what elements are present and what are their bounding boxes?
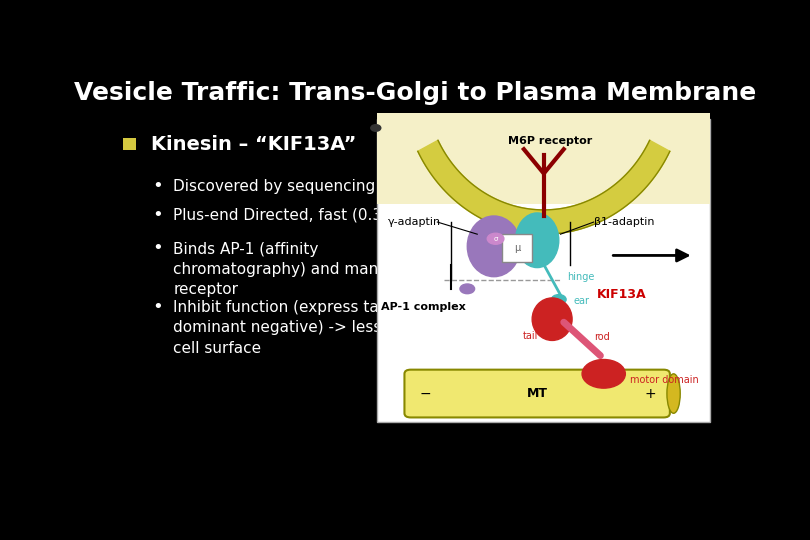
Circle shape [488, 233, 504, 244]
Text: •: • [152, 298, 163, 316]
Text: Inhibit function (express tail as
dominant negative) -> less M6PR at
cell surfac: Inhibit function (express tail as domina… [173, 300, 450, 355]
Ellipse shape [532, 298, 572, 340]
FancyBboxPatch shape [502, 234, 532, 262]
FancyBboxPatch shape [123, 138, 136, 150]
Text: Kinesin – “KIF13A”: Kinesin – “KIF13A” [151, 135, 357, 154]
Text: KIF13A: KIF13A [597, 288, 646, 301]
Text: MT: MT [526, 387, 548, 400]
Circle shape [371, 125, 381, 131]
Text: Plus-end Directed, fast (0.3 μm/s): Plus-end Directed, fast (0.3 μm/s) [173, 208, 431, 223]
Text: •: • [152, 206, 163, 224]
Text: β1-adaptin: β1-adaptin [594, 217, 654, 227]
Circle shape [552, 295, 566, 305]
Text: Discovered by sequencing: Discovered by sequencing [173, 179, 376, 194]
Text: M6P receptor: M6P receptor [509, 136, 593, 146]
Text: −: − [420, 387, 432, 401]
Text: hinge: hinge [567, 272, 595, 282]
Polygon shape [418, 140, 670, 234]
Ellipse shape [467, 216, 521, 276]
Text: μ: μ [514, 243, 520, 253]
FancyBboxPatch shape [404, 370, 670, 417]
Text: •: • [152, 177, 163, 195]
Text: ear: ear [573, 296, 590, 306]
FancyBboxPatch shape [377, 119, 710, 422]
Text: AP-1 complex: AP-1 complex [381, 302, 466, 312]
Ellipse shape [667, 374, 680, 413]
Text: Binds AP-1 (affinity
chromatography) and mannose 6-P
receptor: Binds AP-1 (affinity chromatography) and… [173, 241, 445, 298]
Text: Vesicle Traffic: Trans-Golgi to Plasma Membrane: Vesicle Traffic: Trans-Golgi to Plasma M… [74, 82, 757, 105]
Text: •: • [152, 239, 163, 258]
Ellipse shape [515, 213, 559, 268]
Text: motor domain: motor domain [630, 375, 699, 385]
Text: γ-adaptin: γ-adaptin [387, 217, 441, 227]
Text: rod: rod [594, 333, 609, 342]
FancyBboxPatch shape [377, 113, 710, 204]
Circle shape [582, 360, 625, 388]
Circle shape [460, 284, 475, 294]
Text: σ: σ [493, 236, 498, 242]
Text: tail: tail [522, 332, 538, 341]
Text: +: + [645, 387, 656, 401]
